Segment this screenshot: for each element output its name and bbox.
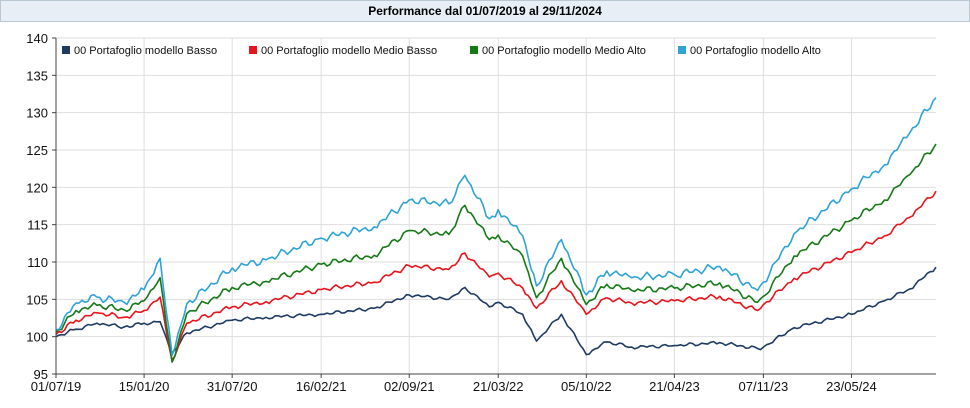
x-tick-label: 15/01/20 xyxy=(119,379,170,394)
x-tick-label: 05/10/22 xyxy=(561,379,612,394)
axes xyxy=(52,37,936,378)
y-tick-label: 130 xyxy=(26,106,48,121)
legend-label: 00 Portafoglio modello Basso xyxy=(74,45,217,57)
y-tick-label: 120 xyxy=(26,180,48,195)
legend-label: 00 Portafoglio modello Medio Alto xyxy=(482,45,646,57)
legend-swatch xyxy=(470,46,478,54)
legend-item: 00 Portafoglio modello Medio Basso xyxy=(249,45,437,57)
series-lines xyxy=(55,97,937,363)
y-tick-label: 125 xyxy=(26,143,48,158)
legend-item: 00 Portafoglio modello Medio Alto xyxy=(470,45,646,57)
x-tick-label: 16/02/21 xyxy=(296,379,347,394)
x-tick-label: 01/07/19 xyxy=(31,379,82,394)
legend-swatch xyxy=(249,46,257,54)
x-tick-label: 21/03/22 xyxy=(473,379,524,394)
legend: 00 Portafoglio modello Basso 00 Portafogl… xyxy=(62,45,821,57)
x-tick-label: 02/09/21 xyxy=(384,379,435,394)
legend-swatch xyxy=(678,46,686,54)
series-line xyxy=(55,143,937,363)
x-tick-label: 23/05/24 xyxy=(826,379,877,394)
y-tick-labels: 95 100 105 110 115 120 125 130 135 140 xyxy=(26,31,48,382)
y-tick-label: 140 xyxy=(26,31,48,46)
series-line xyxy=(55,97,937,357)
y-tick-label: 105 xyxy=(26,292,48,307)
y-tick-label: 135 xyxy=(26,68,48,83)
x-tick-labels: 01/07/19 15/01/20 31/07/20 16/02/21 02/09/21… xyxy=(31,379,877,394)
x-tick-label: 07/11/23 xyxy=(739,379,789,394)
series-line xyxy=(55,190,937,362)
legend-label: 00 Portafoglio modello Medio Basso xyxy=(261,45,437,57)
legend-swatch xyxy=(62,46,70,54)
y-tick-label: 110 xyxy=(27,255,48,270)
legend-item: 00 Portafoglio modello Basso xyxy=(62,45,217,57)
series-line xyxy=(55,266,937,356)
legend-label: 00 Portafoglio modello Alto xyxy=(690,45,821,57)
chart-title: Performance dal 01/07/2019 al 29/11/2024 xyxy=(0,0,970,22)
legend-item: 00 Portafoglio modello Alto xyxy=(678,45,821,57)
y-tick-label: 115 xyxy=(27,218,48,233)
y-tick-label: 100 xyxy=(26,330,48,345)
x-tick-label: 31/07/20 xyxy=(207,379,258,394)
y-tick-label: 95 xyxy=(34,367,48,382)
x-tick-label: 21/04/23 xyxy=(649,379,700,394)
